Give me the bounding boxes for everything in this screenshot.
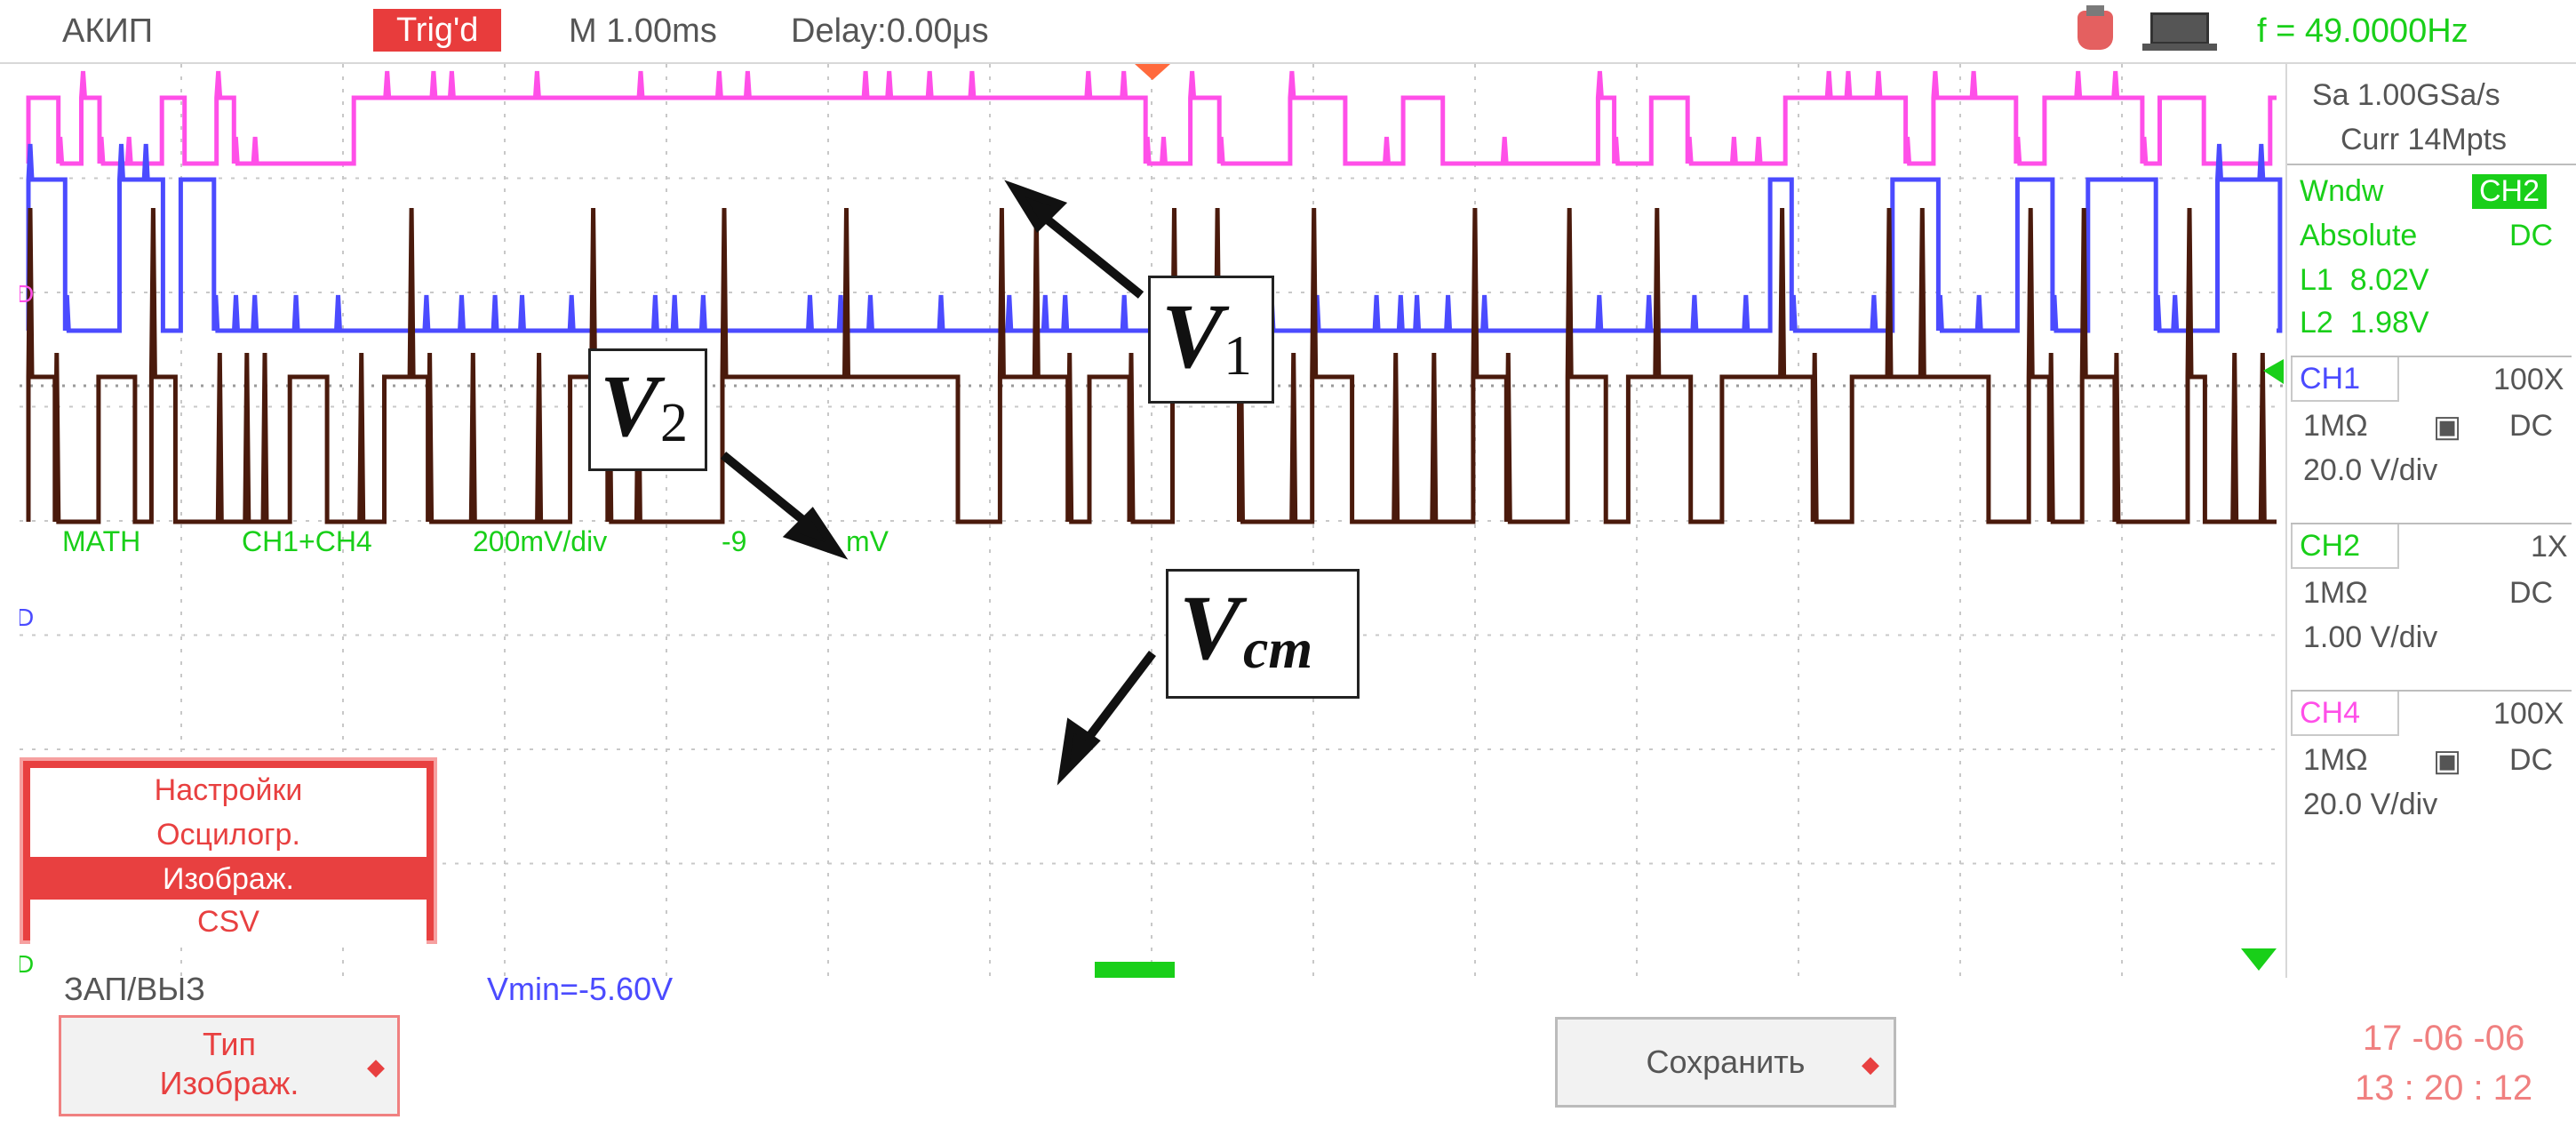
usb-icon xyxy=(2078,5,2113,50)
ch4-impedance: 1MΩ xyxy=(2303,743,2368,777)
ch4-probe: 100X xyxy=(2493,697,2564,731)
ch1-ground-marker: D xyxy=(20,604,34,631)
trigger-status-badge: Trig'd xyxy=(373,9,502,52)
window-channel-tag: CH2 xyxy=(2472,174,2548,209)
save-softkey-arrow-icon: ◆ xyxy=(1862,1051,1879,1077)
ch4-scale: 20.0 V/div xyxy=(2303,788,2438,821)
ch4-ground-marker: D xyxy=(20,280,34,308)
menu-item-image[interactable]: Изображ. xyxy=(30,857,427,901)
type-softkey-label-1: Тип xyxy=(202,1026,256,1062)
time-label: 13 : 20 : 12 xyxy=(2355,1068,2533,1108)
window-mode-label: Wndw xyxy=(2300,174,2384,208)
window-settings[interactable]: Wndw CH2 Absolute DC L1 8.02V L2 1.98V xyxy=(2287,164,2576,354)
save-type-menu: Настройки Осцилогр. Изображ. CSV xyxy=(20,757,437,944)
delay-readout[interactable]: Delay:0.00μs xyxy=(791,12,989,50)
v2-trace xyxy=(26,143,2283,333)
ch4-bw-limit-icon: ▣ xyxy=(2433,744,2462,778)
window-coupling-label: DC xyxy=(2509,219,2554,252)
ch2-coupling: DC xyxy=(2509,576,2554,610)
ch2-cursor-marker xyxy=(2263,359,2284,384)
ch1-scale: 20.0 V/div xyxy=(2303,453,2438,487)
menu-item-csv[interactable]: CSV xyxy=(30,900,427,944)
softkey-bar: ЗАП/ВЫЗ Vmin=-5.60V Тип Изображ. ◆ Сохра… xyxy=(0,971,2576,1128)
date-label: 17 -06 -06 xyxy=(2362,1019,2525,1058)
ch1-probe: 100X xyxy=(2493,363,2564,396)
memory-depth-readout: Curr 14Mpts xyxy=(2341,123,2508,156)
annotation-arrows xyxy=(720,180,1156,786)
window-reference-label: Absolute xyxy=(2300,219,2418,252)
frequency-readout: f = 49.0000Hz xyxy=(2257,12,2468,50)
ch2-impedance: 1MΩ xyxy=(2303,576,2368,610)
memory-position-marker xyxy=(1095,962,1175,978)
ch2-level-marker xyxy=(2241,948,2277,971)
save-softkey[interactable]: Сохранить ◆ xyxy=(1555,1017,1896,1108)
math-name-label: MATH xyxy=(62,525,140,557)
math-scale-label: 200mV/div xyxy=(473,525,607,557)
info-panel: Sa 1.00GSa/s Curr 14Mpts Wndw CH2 Absolu… xyxy=(2285,64,2576,1042)
ch2-ground-marker: D xyxy=(20,950,34,978)
ch1-coupling: DC xyxy=(2509,409,2554,443)
menu-item-scope[interactable]: Осцилогр. xyxy=(30,812,427,857)
ch2-settings[interactable]: CH2 1X 1MΩ DC 1.00 V/div xyxy=(2291,523,2572,699)
ch1-settings[interactable]: CH1 100X 1MΩ ▣ DC 20.0 V/div xyxy=(2291,356,2572,532)
ch2-tag: CH2 xyxy=(2291,524,2399,569)
ch1-tag: CH1 xyxy=(2291,357,2399,402)
sample-rate-readout: Sa 1.00GSa/s xyxy=(2312,78,2500,112)
menu-item-settings[interactable]: Настройки xyxy=(30,768,427,812)
save-softkey-label: Сохранить xyxy=(1646,1044,1806,1080)
vmin-readout: Vmin=-5.60V xyxy=(487,971,674,1007)
ch2-probe: 1X xyxy=(2531,530,2568,564)
math-expression-label: CH1+CH4 xyxy=(242,525,372,557)
timebase-readout[interactable]: M 1.00ms xyxy=(569,12,717,50)
type-softkey[interactable]: Тип Изображ. ◆ xyxy=(59,1015,400,1116)
ch2-scale: 1.00 V/div xyxy=(2303,620,2438,654)
math-offset-label: -9 xyxy=(722,525,746,557)
ch1-bw-limit-icon: ▣ xyxy=(2433,410,2462,444)
trigger-position-marker xyxy=(1135,64,1170,80)
status-bar: АКИП Trig'd M 1.00ms Delay:0.00μs f = 49… xyxy=(0,0,2576,64)
v1-trace xyxy=(26,70,2277,166)
window-l1-readout: L1 8.02V xyxy=(2300,263,2429,297)
pc-icon xyxy=(2142,12,2217,51)
type-softkey-arrow-icon: ◆ xyxy=(367,1053,385,1080)
ch1-impedance: 1MΩ xyxy=(2303,409,2368,443)
window-l2-readout: L2 1.98V xyxy=(2300,306,2429,340)
ch4-tag: CH4 xyxy=(2291,692,2399,736)
ch4-coupling: DC xyxy=(2509,743,2554,777)
type-softkey-label-2: Изображ. xyxy=(159,1065,299,1101)
menu-section-label: ЗАП/ВЫЗ xyxy=(64,971,205,1007)
ch4-settings[interactable]: CH4 100X 1MΩ ▣ DC 20.0 V/div xyxy=(2291,690,2572,866)
math-unit-label: mV xyxy=(846,525,889,557)
waveform-canvas: D D D MATH CH1+CH4 200mV/div -9 mV xyxy=(20,64,2284,978)
brand-label: АКИП xyxy=(62,12,154,50)
datetime-readout: 17 -06 -06 13 : 20 : 12 xyxy=(2355,1013,2532,1113)
